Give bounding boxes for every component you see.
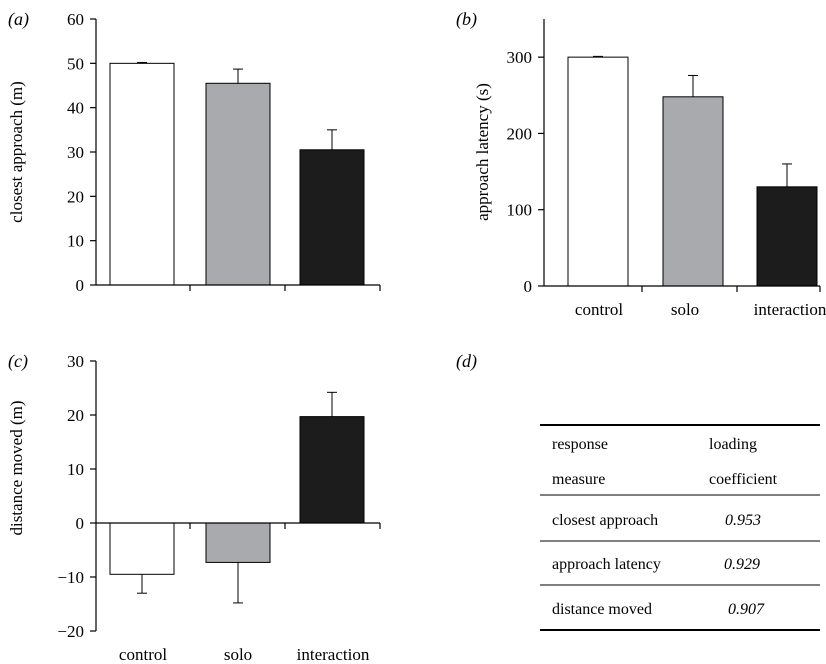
loading-table: (d) response measure loading coefficient… [456,351,820,631]
y-tick-label: 30 [67,143,84,162]
bar-control [109,522,175,575]
bar-interaction [299,416,365,524]
table-cell-measure: closest approach [552,512,658,529]
bar-solo [205,522,271,563]
y-tick-label: 20 [67,406,84,425]
y-tick-label: 30 [67,352,84,371]
chart-c: (c) distance moved (m) −20 −10 0 10 20 30 cont… [7,351,381,664]
bar-interaction [299,149,365,286]
panel-label-c: (c) [8,351,28,372]
table-cell-coefficient: 0.929 [724,556,760,573]
x-category-label: control [575,300,623,319]
x-category-label: solo [224,645,252,664]
table-header-col1-line1: response [552,436,608,453]
table-header-col2-line2: coefficient [709,471,778,488]
y-tick-label: 200 [507,124,533,143]
y-axis-label-a: closest approach (m) [7,81,26,223]
bar-solo [205,82,271,286]
y-tick-label: 50 [67,54,84,73]
table-cell-coefficient: 0.953 [725,512,761,529]
y-axis-label-b: approach latency (s) [473,83,492,221]
panel-label-a: (a) [8,9,29,30]
y-tick-label: 0 [76,276,85,295]
table-header-col2-line1: loading [709,436,757,453]
y-tick-label: −20 [57,622,84,641]
x-category-label: interaction [297,645,370,664]
x-category-label: solo [671,300,699,319]
bar-solo [662,96,724,287]
chart-a: (a) closest approach (m) 0 10 20 30 40 50 60 [7,9,381,295]
bar-control [567,56,629,287]
y-tick-label: 10 [67,460,84,479]
bar-interaction [756,186,818,287]
y-tick-label: 60 [67,10,84,29]
y-tick-label: 300 [507,48,533,67]
table-cell-measure: approach latency [552,556,661,573]
y-tick-label: 100 [507,201,533,220]
y-tick-label: −10 [57,568,84,587]
table-header-col1-line2: measure [552,471,605,488]
panel-label-b: (b) [456,9,477,30]
panel-label-d: (d) [456,351,477,372]
y-tick-label: 0 [524,277,533,296]
table-cell-measure: distance moved [552,601,652,618]
chart-b: (b) approach latency (s) 0 100 200 300 contr… [456,9,826,319]
y-tick-label: 0 [76,514,85,533]
y-tick-label: 40 [67,99,84,118]
x-category-label: interaction [754,300,826,319]
x-category-label: control [119,645,167,664]
y-axis-label-c: distance moved (m) [7,400,26,535]
table-cell-coefficient: 0.907 [728,601,765,618]
bar-control [109,62,175,286]
y-tick-label: 20 [67,187,84,206]
y-tick-label: 10 [67,232,84,251]
